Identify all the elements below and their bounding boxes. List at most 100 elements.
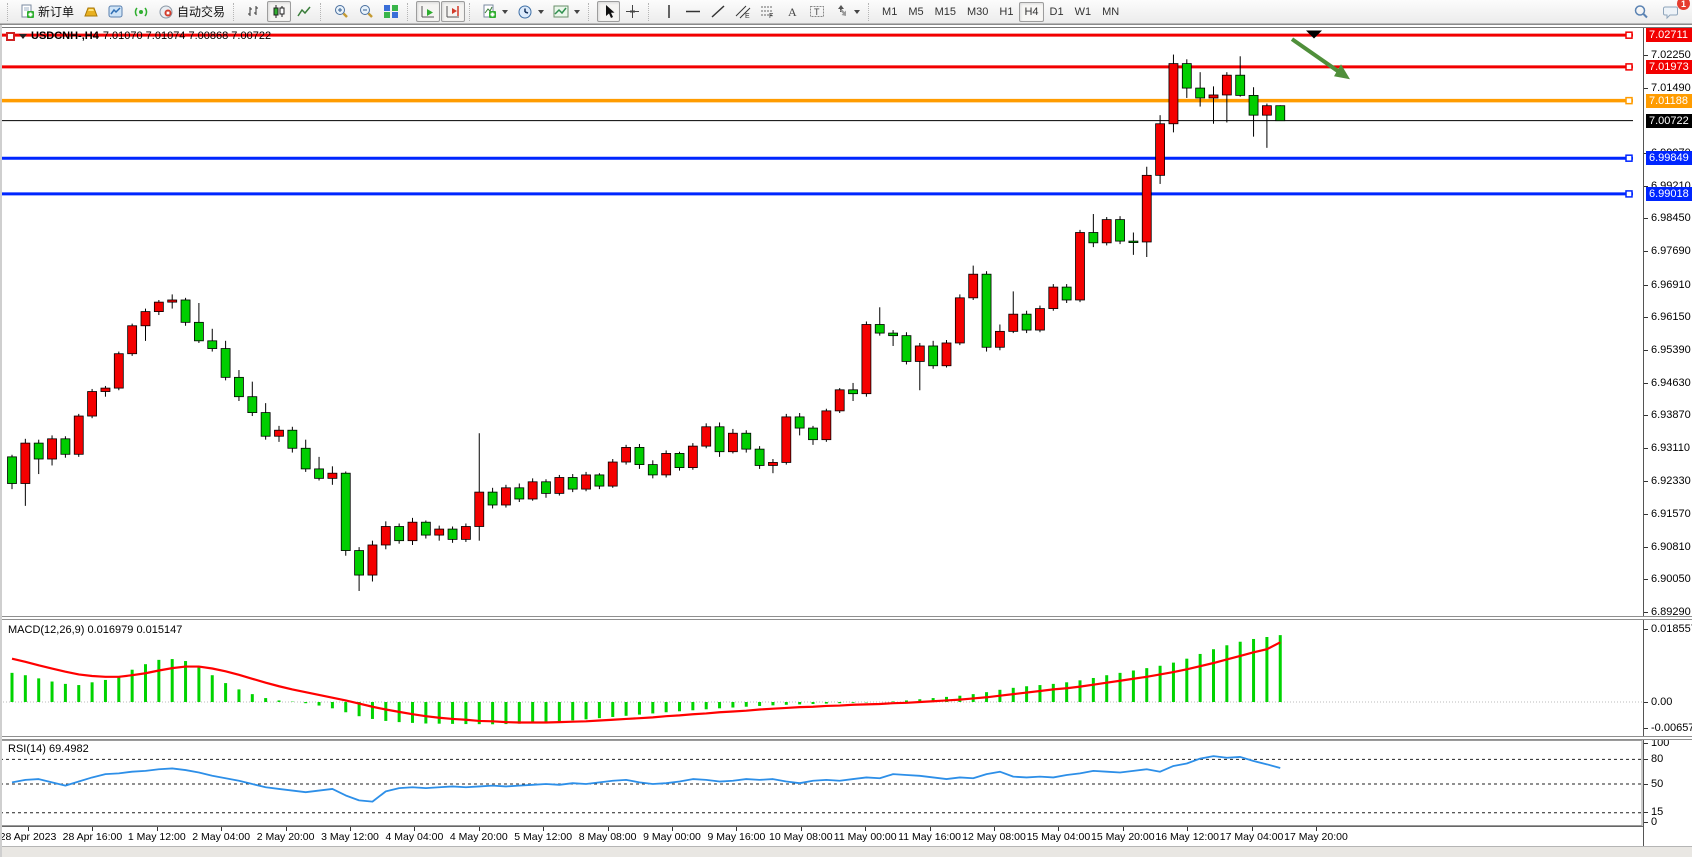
rsi-panel[interactable]	[0, 740, 1643, 826]
auto-scroll-icon	[420, 4, 436, 19]
bar-chart-icon	[246, 4, 262, 19]
candle-body	[380, 526, 391, 546]
timeframe-button-m1[interactable]: M1	[882, 5, 898, 18]
indicators-button[interactable]	[478, 1, 512, 22]
line-handle[interactable]	[1625, 190, 1633, 198]
time-axis[interactable]: 28 Apr 2023 28 Apr 16:00 1 May 12:00 2 May …	[0, 826, 1692, 846]
arrows-tool-button[interactable]	[830, 1, 864, 22]
rsi-scale-label: 80	[1651, 753, 1664, 765]
rsi-scale-label: 0	[1651, 816, 1658, 828]
horizontal-line-tool-button[interactable]	[681, 1, 705, 22]
text-tool-button[interactable]: A	[781, 1, 804, 22]
time-axis-tick	[800, 827, 802, 831]
timeframe-button-w1[interactable]: W1	[1074, 5, 1092, 18]
timeframe-button-h1[interactable]: H1	[999, 5, 1014, 18]
crosshair-tool-button[interactable]	[621, 1, 644, 22]
templates-button[interactable]	[549, 1, 584, 22]
rsi-indicator-label: RSI(14) 69.4982	[8, 743, 89, 755]
chart-window-icon-button[interactable]	[104, 1, 128, 22]
time-axis-tick	[1122, 827, 1124, 831]
down-triangle-marker[interactable]	[1306, 30, 1322, 39]
bar-chart-button[interactable]	[242, 1, 266, 22]
vertical-line-tool-button[interactable]	[657, 1, 680, 22]
timeframe-button-h4[interactable]: H4	[1019, 1, 1044, 22]
candlestick-chart-icon	[271, 4, 287, 19]
text-label-tool-button[interactable]: T	[805, 1, 829, 22]
line-handle[interactable]	[1625, 63, 1633, 71]
autotrading-button[interactable]: 自动交易	[154, 1, 229, 22]
candle-body	[247, 396, 258, 413]
candle-body	[728, 432, 738, 453]
gold-bar-icon-button[interactable]	[79, 1, 103, 22]
candlestick-chart-button[interactable]	[267, 1, 292, 22]
svg-text:A: A	[788, 5, 797, 19]
candle-body	[768, 462, 778, 466]
tile-windows-button[interactable]	[379, 1, 403, 22]
timeframe-button-d1[interactable]: D1	[1049, 5, 1064, 18]
line-handle[interactable]	[1625, 31, 1633, 39]
main-price-chart[interactable]	[0, 28, 1643, 618]
arrows-dropdown-caret	[854, 9, 861, 14]
candle-body	[501, 487, 511, 506]
time-axis-label: 9 May 16:00	[707, 831, 766, 843]
candle-body	[1008, 313, 1019, 332]
line-chart-button[interactable]	[292, 1, 316, 22]
candle-body	[567, 477, 578, 490]
signals-icon-button[interactable]	[129, 1, 153, 22]
time-axis-tick	[1251, 827, 1253, 831]
new-order-label: 新订单	[38, 5, 75, 19]
axis-tick	[1644, 822, 1648, 823]
candle-body	[968, 273, 979, 299]
macd-panel[interactable]	[0, 621, 1643, 737]
price-tick-label: 6.97690	[1651, 244, 1691, 257]
timeframe-button-mn[interactable]: MN	[1102, 5, 1120, 18]
svg-text:E: E	[745, 13, 750, 19]
time-axis-label: 9 May 00:00	[643, 831, 701, 843]
axis-tick	[1644, 784, 1648, 785]
green-arrow-annotation[interactable]	[1290, 37, 1340, 73]
timeframe-group: M1 M5 M15 M30 H1 H4 D1 W1 MN	[877, 1, 1124, 22]
periods-button[interactable]	[513, 1, 548, 22]
candle-body	[1208, 94, 1219, 99]
notifications-button[interactable]: 1	[1659, 0, 1690, 22]
line-handle[interactable]	[1625, 96, 1633, 105]
zoom-in-button[interactable]	[329, 1, 353, 22]
fibonacci-tool-button[interactable]: F	[756, 1, 780, 22]
timeframe-button-m15[interactable]: M15	[934, 5, 956, 18]
price-tick-label: 6.94630	[1651, 376, 1691, 389]
candle-body	[1235, 74, 1246, 96]
new-order-button[interactable]: 新订单	[16, 1, 78, 22]
time-axis-tick	[92, 827, 94, 831]
signals-icon	[133, 4, 149, 19]
time-axis-tick	[865, 827, 867, 831]
rsi-panel-splitter[interactable]	[0, 736, 1692, 740]
time-axis-label: 28 Apr 2023	[0, 831, 57, 843]
candle-body	[781, 416, 792, 463]
search-button[interactable]	[1629, 1, 1653, 22]
rsi-scale-label: 15	[1651, 806, 1664, 818]
candle-body	[981, 273, 992, 348]
toolbar-right-group: 1	[1629, 0, 1690, 22]
candle-body	[1248, 94, 1259, 116]
timeframe-button-m30[interactable]: M30	[967, 5, 989, 18]
candle-body	[754, 448, 765, 466]
candle-body	[447, 528, 458, 540]
axis-tick	[1644, 628, 1648, 630]
candle-body	[554, 477, 565, 494]
line-handle[interactable]	[1625, 154, 1633, 162]
trendline-tool-button[interactable]	[706, 1, 730, 22]
candle-body	[621, 447, 631, 463]
periods-dropdown-caret	[538, 9, 545, 14]
equidistant-channel-tool-button[interactable]: E	[731, 1, 755, 22]
cursor-tool-button[interactable]	[597, 1, 621, 22]
candle-body	[995, 330, 1005, 348]
auto-scroll-button[interactable]	[416, 1, 441, 22]
candle-body	[1061, 286, 1072, 301]
zoom-out-button[interactable]	[354, 1, 378, 22]
macd-panel-splitter[interactable]	[0, 616, 1692, 620]
window-left-edge	[0, 25, 2, 857]
timeframe-button-m5[interactable]: M5	[908, 5, 924, 18]
chart-shift-button[interactable]	[441, 1, 466, 22]
autotrading-icon	[158, 4, 174, 19]
price-axis[interactable]: 7.022507.014906.999706.992106.984506.976…	[1643, 28, 1692, 846]
